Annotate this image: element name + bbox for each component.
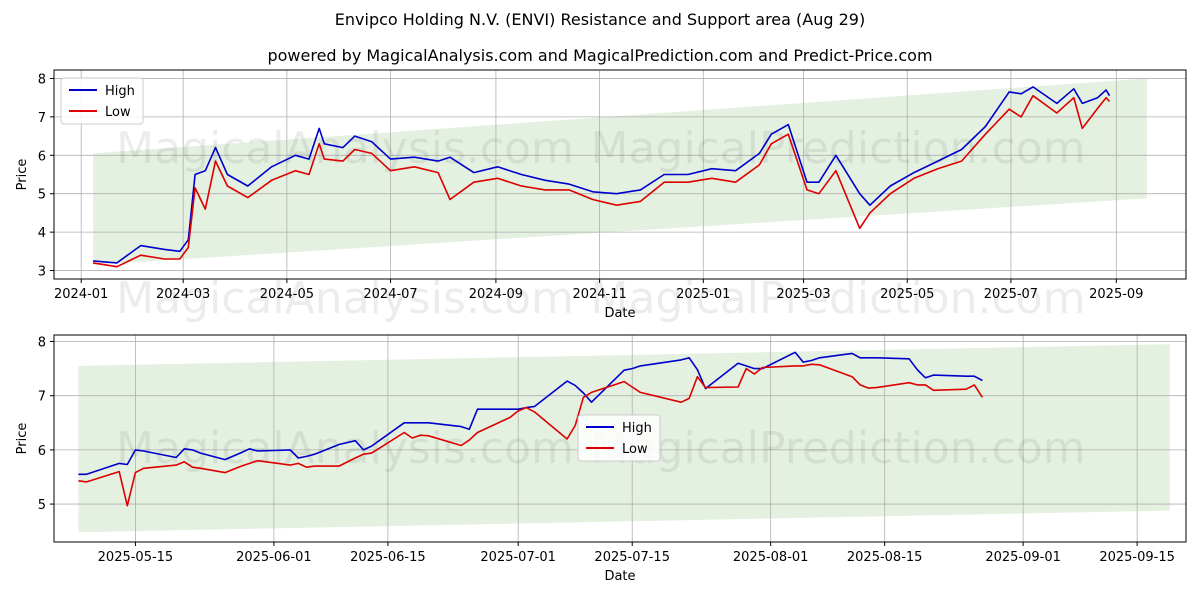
x-tick-label: 2025-05-15: [98, 550, 174, 565]
y-tick-label: 8: [38, 336, 46, 351]
legend: High Low: [60, 77, 144, 125]
series-line-low: [92, 94, 1111, 268]
x-tick-label: 2024-07: [363, 287, 417, 302]
x-tick-label: 2025-08-15: [847, 550, 923, 565]
legend-label-low: Low: [105, 105, 131, 120]
legend-label-low: Low: [622, 442, 648, 457]
x-tick-label: 2025-01: [676, 287, 730, 302]
plot-frame: [53, 334, 1187, 543]
y-tick-label: 4: [38, 226, 46, 241]
y-tick-label: 5: [38, 188, 46, 203]
x-tick-label: 2024-03: [156, 287, 210, 302]
x-tick-label: 2024-05: [260, 287, 314, 302]
x-tick-label: 2025-08-01: [733, 550, 809, 565]
x-tick-label: 2025-05: [880, 287, 934, 302]
x-tick-label: 2025-09: [1089, 287, 1143, 302]
y-tick-label: 7: [38, 390, 46, 405]
x-axis-label: Date: [604, 569, 635, 584]
watermark-text: MagicalPrediction.com: [591, 423, 1086, 474]
watermark-text: MagicalAnalysis.com: [116, 273, 574, 324]
x-tick-label: 2025-06-01: [236, 550, 312, 565]
x-tick-label: 2025-03: [776, 287, 830, 302]
watermark-text: MagicalAnalysis.com: [116, 123, 574, 174]
x-tick-label: 2024-09: [469, 287, 523, 302]
x-tick-label: 2025-07-01: [480, 550, 556, 565]
x-tick-label: 2024-01: [54, 287, 108, 302]
plot-frame: [53, 69, 1187, 280]
x-tick-label: 2025-07-15: [594, 550, 670, 565]
x-axis-label: Date: [604, 306, 635, 321]
series-line-high: [93, 86, 1111, 264]
y-axis-label: Price: [15, 159, 30, 191]
y-tick-label: 5: [38, 498, 46, 513]
chart-panel-1: 2024-01 2024-03 2024-05 2024-07 2024-09 2024-…: [15, 69, 1187, 324]
y-tick-label: 8: [38, 72, 46, 87]
x-tick-label: 2025-07: [984, 287, 1038, 302]
x-tick-label: 2024-11: [572, 287, 626, 302]
watermark-text: MagicalAnalysis.com: [116, 423, 574, 474]
chart-panel-2: 2025-05-15 2025-06-01 2025-06-15 2025-07-01…: [15, 334, 1187, 584]
y-tick-label: 3: [38, 265, 46, 280]
x-tick-label: 2025-06-15: [350, 550, 426, 565]
y-tick-label: 6: [38, 149, 46, 164]
y-axis-label: Price: [15, 423, 30, 455]
x-tick-label: 2025-09-15: [1099, 550, 1175, 565]
y-tick-label: 7: [38, 111, 46, 126]
watermark-text: MagicalPrediction.com: [591, 123, 1086, 174]
legend: High Low: [577, 414, 661, 462]
support-resistance-band: [93, 78, 1147, 265]
legend-label-high: High: [105, 84, 135, 99]
series-line-low: [78, 363, 984, 507]
chart-title: Envipco Holding N.V. (ENVI) Resistance a…: [334, 10, 866, 29]
legend-label-high: High: [622, 421, 652, 436]
y-tick-label: 6: [38, 444, 46, 459]
chart-subtitle: powered by MagicalAnalysis.com and Magic…: [267, 46, 933, 65]
x-tick-label: 2025-09-01: [985, 550, 1061, 565]
watermark-text: MagicalPrediction.com: [591, 273, 1086, 324]
